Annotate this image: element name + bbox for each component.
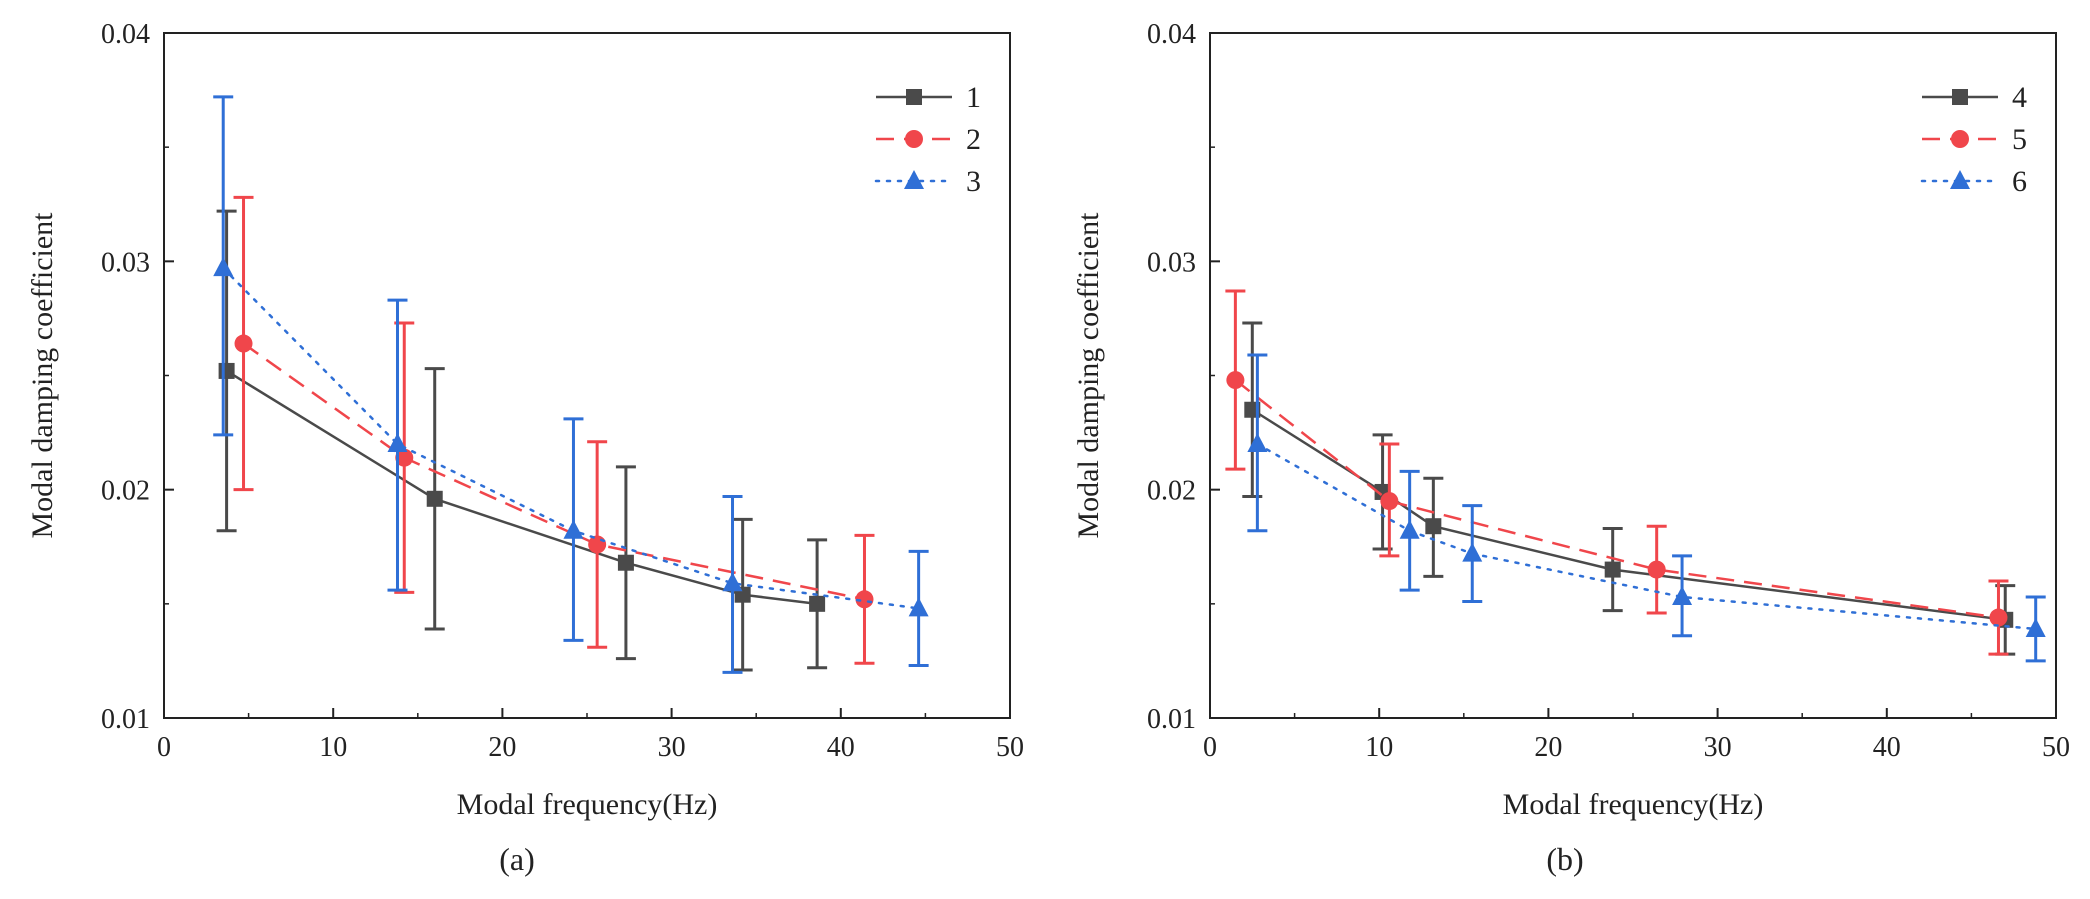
- series-6: [1247, 353, 2046, 663]
- data-point: [2025, 617, 2046, 637]
- legend-marker: [905, 130, 923, 148]
- series-line: [1234, 379, 1999, 619]
- plot-frame: [1209, 32, 2057, 719]
- y-tick-label: 0.04: [101, 19, 150, 50]
- series-line: [1256, 442, 2037, 631]
- x-axis-title: Modal frequency(Hz): [1503, 788, 1764, 821]
- legend-label: 4: [2012, 81, 2027, 114]
- x-tick-label: 50: [996, 732, 1024, 763]
- x-tick-label: 10: [319, 732, 347, 763]
- data-point: [387, 433, 408, 452]
- data-point: [213, 257, 234, 277]
- data-point: [1462, 542, 1483, 562]
- y-tick-label: 0.01: [1147, 704, 1196, 735]
- legend: 4 5 6: [1920, 81, 2027, 198]
- data-point: [1647, 560, 1666, 579]
- x-tick-label: 30: [658, 732, 686, 763]
- x-tick-label: 0: [157, 732, 171, 763]
- y-tick-label: 0.02: [101, 476, 150, 507]
- y-axis-title: Modal damping coefficient: [1072, 212, 1105, 539]
- data-point: [1604, 561, 1621, 578]
- data-point: [234, 334, 253, 353]
- series-1: [216, 209, 828, 672]
- x-tick-label: 30: [1704, 732, 1732, 763]
- data-point: [809, 595, 826, 612]
- data-point: [617, 554, 634, 571]
- series-line: [242, 342, 865, 601]
- legend-marker: [906, 89, 922, 105]
- legend-label: 1: [966, 81, 981, 114]
- series-3: [213, 95, 929, 674]
- series-4: [1242, 321, 2016, 656]
- legend: 1 2 3: [874, 81, 981, 198]
- series-line: [225, 369, 818, 606]
- plot-frame: [163, 32, 1011, 719]
- data-point: [1672, 585, 1693, 605]
- series-line: [1251, 408, 2006, 622]
- x-tick-label: 40: [827, 732, 855, 763]
- x-tick-label: 20: [1534, 732, 1562, 763]
- y-tick-label: 0.03: [101, 247, 150, 278]
- series-2: [233, 195, 875, 665]
- y-tick-label: 0.02: [1147, 476, 1196, 507]
- data-point: [722, 572, 743, 592]
- y-tick-label: 0.04: [1147, 19, 1196, 50]
- y-tick-label: 0.01: [101, 704, 150, 735]
- data-point: [1380, 492, 1399, 511]
- panel-label: (b): [1546, 841, 1583, 877]
- series-5: [1225, 289, 2009, 656]
- x-tick-label: 40: [1873, 732, 1901, 763]
- data-point: [855, 590, 874, 609]
- data-point: [588, 535, 607, 554]
- chart-panel-a: 0 10 20 30 40 50 0.01 0.02 0.03 0.04 Modal frequen…: [26, 19, 1024, 877]
- legend-label: 3: [966, 165, 981, 198]
- legend-label: 2: [966, 123, 981, 156]
- data-point: [1247, 433, 1268, 452]
- panel-label: (a): [499, 841, 535, 877]
- legend-marker: [1952, 89, 1968, 105]
- x-tick-label: 50: [2042, 732, 2070, 763]
- data-point: [563, 519, 584, 539]
- chart-panel-b: 0 10 20 30 40 50 0.01 0.02 0.03 0.04 Modal frequen…: [1072, 19, 2070, 877]
- data-point: [426, 490, 443, 507]
- data-point: [1399, 519, 1420, 539]
- data-point: [1989, 608, 2008, 627]
- data-point: [1226, 371, 1245, 390]
- legend-marker: [904, 170, 924, 189]
- data-point: [908, 597, 929, 617]
- data-point: [218, 362, 235, 379]
- x-tick-label: 10: [1365, 732, 1393, 763]
- legend-label: 5: [2012, 123, 2027, 156]
- y-axis-title: Modal damping coefficient: [26, 212, 59, 539]
- x-tick-label: 0: [1203, 732, 1217, 763]
- data-point: [395, 448, 414, 467]
- legend-marker: [1951, 130, 1969, 148]
- y-tick-label: 0.03: [1147, 247, 1196, 278]
- x-tick-label: 20: [488, 732, 516, 763]
- legend-marker: [1950, 170, 1970, 189]
- data-point: [1425, 518, 1442, 535]
- x-axis-title: Modal frequency(Hz): [457, 788, 718, 821]
- legend-label: 6: [2012, 165, 2027, 198]
- series-line: [221, 266, 920, 610]
